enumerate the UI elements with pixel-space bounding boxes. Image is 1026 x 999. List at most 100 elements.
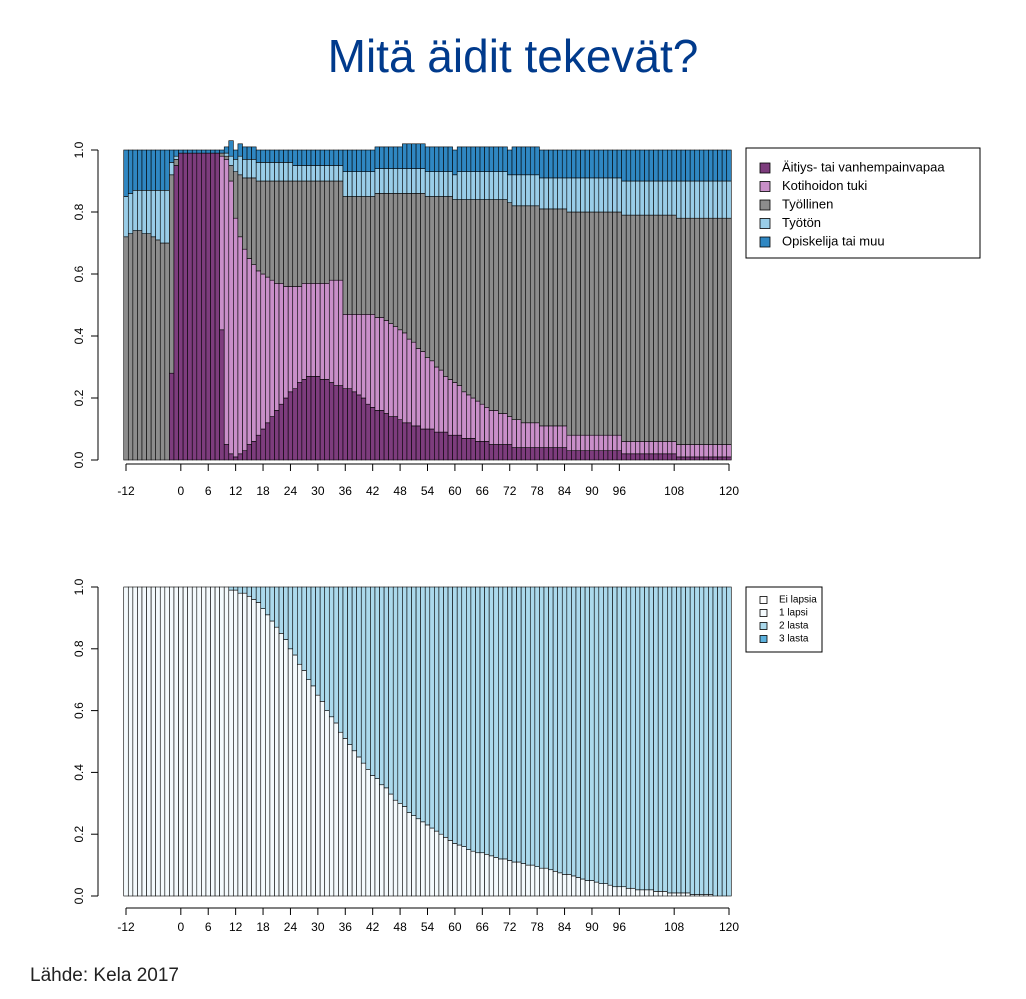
bar-segment <box>443 171 449 197</box>
bar-segment <box>182 152 188 461</box>
bar-segment <box>580 177 586 213</box>
bar-segment <box>447 434 453 461</box>
bar-segment <box>635 889 641 897</box>
bar-segment <box>328 180 335 281</box>
bar-segment <box>150 190 156 238</box>
bar-segment <box>164 242 170 461</box>
bar-segment <box>726 456 732 461</box>
bar-segment <box>653 891 659 897</box>
bar-segment <box>178 152 184 461</box>
bar-segment <box>173 586 179 897</box>
bar-segment <box>694 149 700 182</box>
bar-segment <box>411 193 417 343</box>
bar-segment <box>466 849 472 897</box>
bar-segment <box>429 360 435 430</box>
x-tick-label: 12 <box>229 484 243 498</box>
bar-segment <box>676 180 682 219</box>
bar-segment <box>365 769 371 897</box>
bar-segment <box>260 180 266 275</box>
bar-segment <box>694 586 700 895</box>
bar-segment <box>475 852 481 897</box>
bar-segment <box>228 165 234 182</box>
y-tick-label: 0.6 <box>72 702 86 719</box>
bar-segment <box>584 149 590 179</box>
bar-segment <box>347 586 353 745</box>
bar-segment <box>589 177 595 213</box>
bar-segment <box>411 341 417 427</box>
bar-segment <box>424 196 431 358</box>
bar-segment <box>406 586 412 813</box>
bar-segment <box>703 217 709 445</box>
bar-segment <box>475 586 481 854</box>
legend-label: 2 lasta <box>779 621 809 632</box>
bar-segment <box>557 586 563 874</box>
bar-segment <box>301 149 307 166</box>
bar-segment <box>406 422 412 461</box>
bar-segment <box>438 369 444 433</box>
x-tick-label: 120 <box>719 920 739 934</box>
bar-segment <box>571 434 577 452</box>
bar-segment <box>370 171 376 197</box>
bar-segment <box>443 196 449 377</box>
bar-segment <box>667 180 673 216</box>
bar-segment <box>237 586 243 594</box>
bar-segment <box>708 456 714 461</box>
bar-segment <box>616 450 622 461</box>
bar-segment <box>552 177 558 210</box>
bar-segment <box>319 586 326 702</box>
y-tick-label: 0.8 <box>72 640 86 657</box>
bar-segment <box>525 447 531 461</box>
bar-segment <box>534 422 540 448</box>
bar-segment <box>694 444 700 458</box>
bar-segment <box>178 586 184 897</box>
x-tick-label: 6 <box>205 484 212 498</box>
bar-segment <box>347 313 353 389</box>
bar-segment <box>598 883 604 897</box>
bar-segment <box>475 400 481 442</box>
bar-segment <box>648 586 654 891</box>
bar-segment <box>342 586 348 739</box>
bar-segment <box>219 152 225 157</box>
bar-segment <box>297 149 303 166</box>
bar-segment <box>452 174 458 200</box>
bar-segment <box>644 180 650 216</box>
bar-segment <box>461 199 467 393</box>
bar-segment <box>333 722 339 897</box>
bar-segment <box>548 869 554 897</box>
bar-segment <box>580 878 586 897</box>
bar-segment <box>456 586 463 846</box>
bar-segment <box>315 694 321 897</box>
bar-segment <box>712 456 718 461</box>
x-tick-label: 54 <box>421 920 435 934</box>
bar-segment <box>210 152 216 461</box>
bar-segment <box>383 413 389 461</box>
bar-segment <box>703 456 709 461</box>
bar-segment <box>685 586 691 894</box>
bar-segment <box>708 217 714 445</box>
bar-segment <box>534 146 540 176</box>
bar-segment <box>246 258 252 445</box>
bar-segment <box>548 586 554 871</box>
bar-segment <box>520 586 527 864</box>
bar-segment <box>603 177 609 213</box>
bar-segment <box>443 836 449 897</box>
bar-segment <box>507 174 513 204</box>
bar-segment <box>598 177 604 213</box>
bar-segment <box>333 279 339 386</box>
bar-segment <box>539 867 545 897</box>
bar-segment <box>406 338 412 424</box>
bar-segment <box>269 620 275 897</box>
bar-segment <box>415 586 421 820</box>
bar-segment <box>210 586 216 897</box>
bar-segment <box>584 880 590 897</box>
bar-segment <box>301 670 307 897</box>
bar-segment <box>525 146 531 176</box>
bar-segment <box>201 586 207 897</box>
bar-segment <box>434 171 440 197</box>
bar-segment <box>470 397 476 439</box>
bar-segment <box>411 586 417 816</box>
bar-segment <box>475 441 481 461</box>
bar-segment <box>488 444 495 461</box>
bar-segment <box>475 146 481 172</box>
bar-segment <box>338 586 344 733</box>
